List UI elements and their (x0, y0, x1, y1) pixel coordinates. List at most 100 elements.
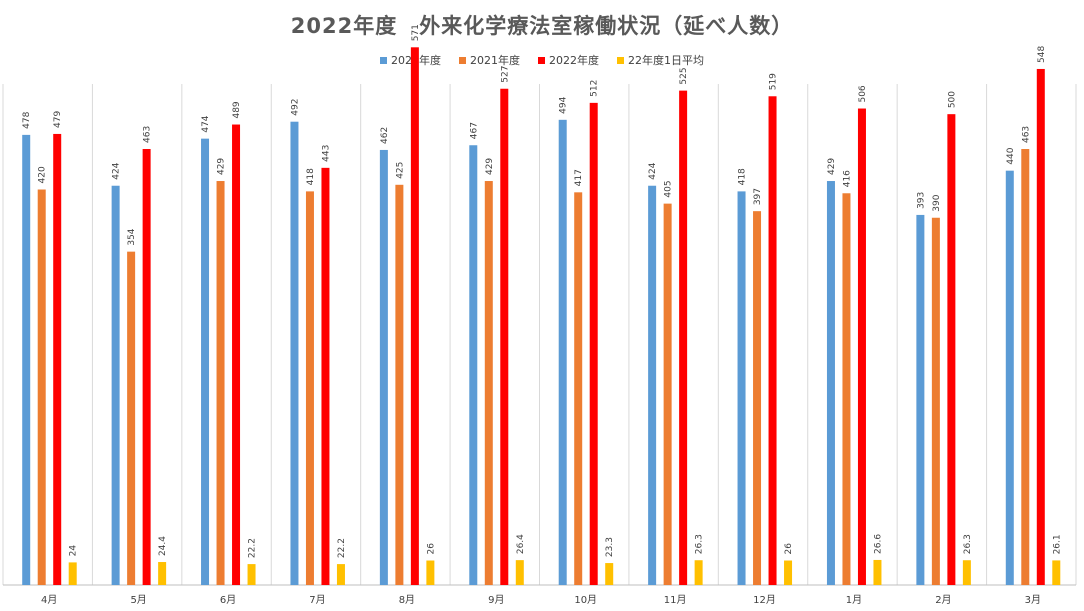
data-label: 489 (232, 101, 242, 118)
data-label: 26.3 (963, 534, 973, 554)
bar-12月-2021年度 (753, 211, 762, 586)
bar-2月-22年度1日平均 (962, 560, 971, 585)
bar-1月-2021年度 (842, 193, 851, 585)
bar-12月-2020年度 (737, 191, 746, 585)
data-label: 463 (143, 126, 153, 143)
data-label: 405 (664, 180, 674, 197)
data-label: 397 (753, 188, 763, 205)
bar-9月-22年度1日平均 (515, 560, 524, 585)
bar-5月-2022年度 (142, 149, 151, 585)
x-tick-label: 1月 (846, 594, 862, 606)
data-label: 26.1 (1052, 534, 1062, 554)
x-tick-label: 6月 (220, 594, 236, 606)
bar-12月-2022年度 (768, 96, 777, 586)
data-label: 417 (574, 169, 584, 186)
data-label: 24.4 (158, 536, 168, 556)
legend-swatch-2020 (380, 56, 387, 64)
x-tick-label: 3月 (1025, 594, 1041, 606)
x-tick-label: 2月 (935, 594, 951, 606)
data-label: 527 (500, 66, 510, 83)
data-label: 26 (784, 543, 794, 555)
data-label: 429 (827, 158, 837, 175)
bar-11月-2022年度 (679, 90, 688, 585)
legend-label-daily-avg: 22年度1日平均 (628, 54, 704, 67)
bar-8月-2022年度 (410, 47, 419, 585)
x-tick-label: 11月 (664, 594, 687, 606)
bar-7月-2022年度 (321, 167, 330, 585)
bar-11月-2020年度 (648, 185, 657, 585)
data-label: 420 (38, 166, 48, 183)
bar-9月-2020年度 (469, 145, 478, 585)
data-label: 463 (1021, 126, 1031, 143)
legend-swatch-2021 (459, 56, 466, 64)
bar-11月-2021年度 (663, 203, 672, 585)
bar-12月-22年度1日平均 (784, 560, 793, 585)
bar-3月-22年度1日平均 (1052, 560, 1061, 585)
bar-4月-2021年度 (37, 189, 46, 585)
bar-4月-2020年度 (22, 134, 31, 585)
data-label: 418 (738, 168, 748, 185)
data-label: 424 (112, 162, 122, 179)
data-label: 512 (590, 80, 600, 97)
bar-5月-2020年度 (111, 185, 120, 585)
data-label: 571 (411, 24, 421, 41)
bar-7月-2020年度 (290, 121, 299, 585)
x-tick-label: 9月 (488, 594, 504, 606)
x-tick-label: 5月 (130, 594, 146, 606)
data-label: 26.4 (516, 534, 526, 554)
x-tick-label: 10月 (574, 594, 597, 606)
data-label: 416 (842, 170, 852, 187)
data-label: 354 (127, 228, 137, 245)
bar-6月-22年度1日平均 (247, 564, 256, 585)
bar-9月-2022年度 (500, 88, 509, 585)
bar-8月-2020年度 (379, 149, 388, 585)
bar-8月-22年度1日平均 (426, 560, 435, 585)
data-label: 478 (22, 111, 32, 128)
bar-7月-22年度1日平均 (336, 564, 345, 585)
x-tick-label: 8月 (399, 594, 415, 606)
bar-5月-22年度1日平均 (158, 562, 167, 585)
data-label: 443 (321, 145, 331, 162)
bar-7月-2021年度 (305, 191, 314, 585)
bar-6月-2020年度 (201, 138, 210, 585)
bar-10月-2022年度 (589, 102, 598, 585)
data-label: 26 (426, 543, 436, 555)
data-label: 23.3 (605, 537, 615, 557)
bar-2月-2022年度 (947, 114, 956, 586)
data-label: 22.2 (248, 538, 258, 558)
data-label: 424 (648, 162, 658, 179)
data-label: 494 (559, 96, 569, 113)
bar-10月-2020年度 (558, 119, 567, 586)
data-label: 440 (1006, 147, 1016, 164)
chart-title: 2022年度 外来化学療法室稼働状況（延べ人数） (290, 14, 794, 38)
data-label: 390 (932, 194, 942, 211)
data-label: 429 (485, 158, 495, 175)
legend-label-2022: 2022年度 (549, 54, 599, 67)
data-label: 26.3 (695, 534, 705, 554)
data-label: 393 (916, 192, 926, 209)
bar-4月-22年度1日平均 (68, 562, 77, 585)
legend-item-daily-avg: 22年度1日平均 (617, 52, 704, 68)
bar-3月-2021年度 (1021, 149, 1030, 585)
x-tick-label: 4月 (41, 594, 57, 606)
bar-2月-2021年度 (931, 217, 940, 585)
x-tick-label: 7月 (309, 594, 325, 606)
data-label: 479 (53, 110, 63, 127)
legend-item-2021: 2021年度 (459, 52, 520, 68)
bar-5月-2021年度 (127, 251, 136, 585)
legend-label-2021: 2021年度 (470, 54, 520, 67)
legend: 2020年度 2021年度 2022年度 22年度1日平均 (0, 52, 1084, 68)
bar-3月-2022年度 (1036, 68, 1045, 585)
data-label: 429 (217, 158, 227, 175)
bar-1月-22年度1日平均 (873, 559, 882, 585)
bar-1月-2022年度 (857, 108, 866, 586)
bar-10月-2021年度 (574, 192, 583, 585)
bar-4月-2022年度 (53, 133, 62, 586)
bar-6月-2022年度 (232, 124, 241, 586)
data-label: 492 (290, 99, 300, 116)
data-label: 525 (679, 67, 689, 84)
data-label: 519 (769, 73, 779, 90)
data-label: 22.2 (337, 538, 347, 558)
data-label: 474 (201, 115, 211, 132)
